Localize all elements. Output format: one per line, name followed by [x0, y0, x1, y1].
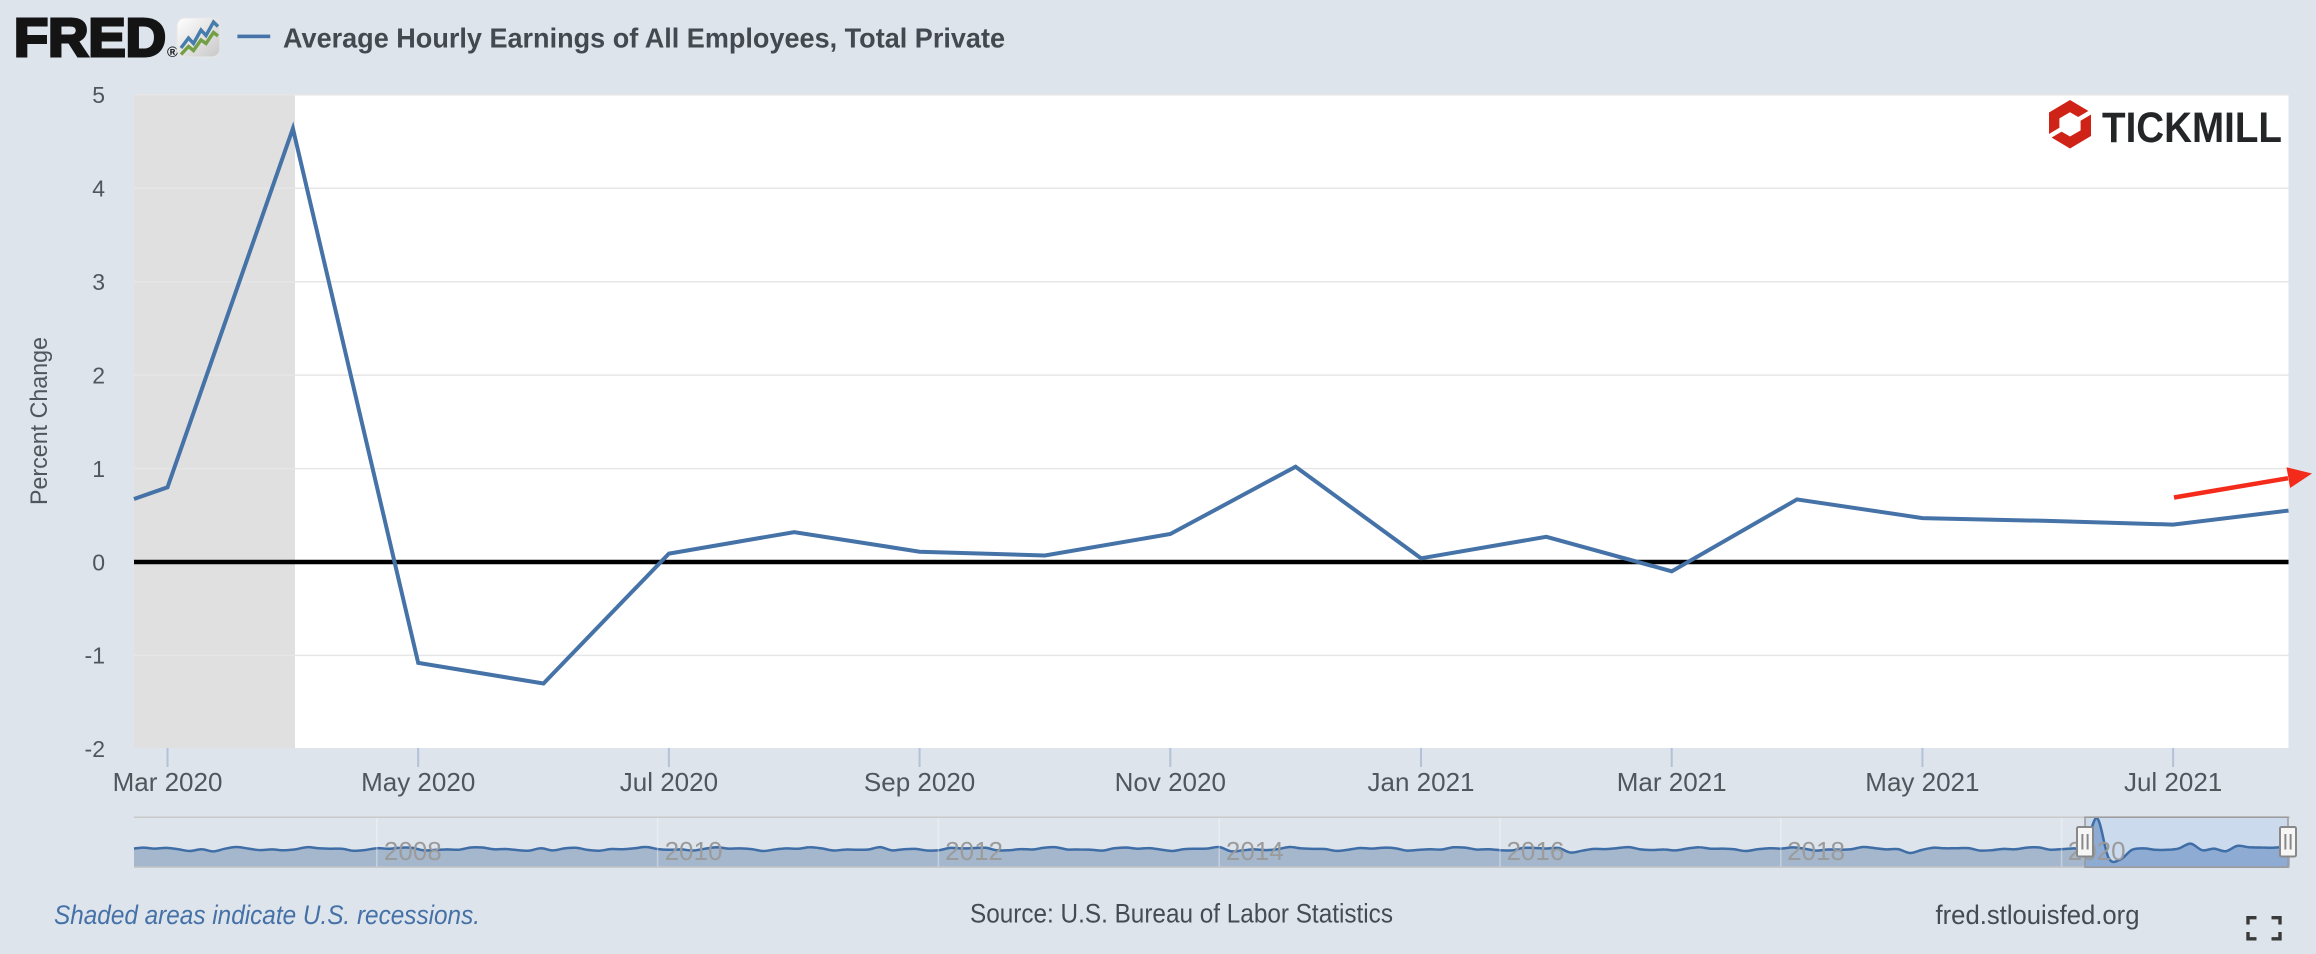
svg-text:May 2020: May 2020 [361, 767, 475, 797]
svg-text:2: 2 [92, 362, 105, 388]
svg-text:-2: -2 [85, 736, 105, 762]
svg-text:Jan 2021: Jan 2021 [1368, 767, 1475, 797]
svg-text:-1: -1 [85, 643, 105, 669]
svg-text:4: 4 [92, 176, 105, 202]
svg-text:fred.stlouisfed.org: fred.stlouisfed.org [1936, 900, 2140, 930]
svg-text:2014: 2014 [1226, 836, 1284, 866]
svg-text:Average Hourly Earnings of All: Average Hourly Earnings of All Employees… [283, 22, 1005, 53]
svg-text:Percent Change: Percent Change [26, 337, 53, 505]
svg-text:Sep 2020: Sep 2020 [864, 767, 975, 797]
svg-text:FRED: FRED [14, 8, 166, 68]
svg-text:Jul 2020: Jul 2020 [620, 767, 718, 797]
svg-text:3: 3 [92, 269, 105, 295]
svg-text:0: 0 [92, 549, 105, 575]
svg-text:1: 1 [92, 456, 105, 482]
svg-text:Mar 2020: Mar 2020 [113, 767, 223, 797]
svg-text:May 2021: May 2021 [1865, 767, 1979, 797]
svg-text:Mar 2021: Mar 2021 [1617, 767, 1727, 797]
svg-text:2012: 2012 [945, 836, 1003, 866]
svg-text:5: 5 [92, 82, 105, 108]
svg-text:2008: 2008 [384, 836, 442, 866]
svg-text:2018: 2018 [1787, 836, 1845, 866]
svg-text:Source: U.S. Bureau of Labor S: Source: U.S. Bureau of Labor Statistics [970, 899, 1393, 929]
svg-text:2010: 2010 [665, 836, 723, 866]
svg-text:TICKMILL: TICKMILL [2102, 104, 2282, 152]
svg-text:Shaded areas indicate U.S. rec: Shaded areas indicate U.S. recessions. [54, 900, 480, 930]
svg-text:Nov 2020: Nov 2020 [1115, 767, 1226, 797]
svg-text:2016: 2016 [1506, 836, 1564, 866]
svg-text:Jul 2021: Jul 2021 [2124, 767, 2222, 797]
svg-text:®: ® [167, 44, 178, 61]
